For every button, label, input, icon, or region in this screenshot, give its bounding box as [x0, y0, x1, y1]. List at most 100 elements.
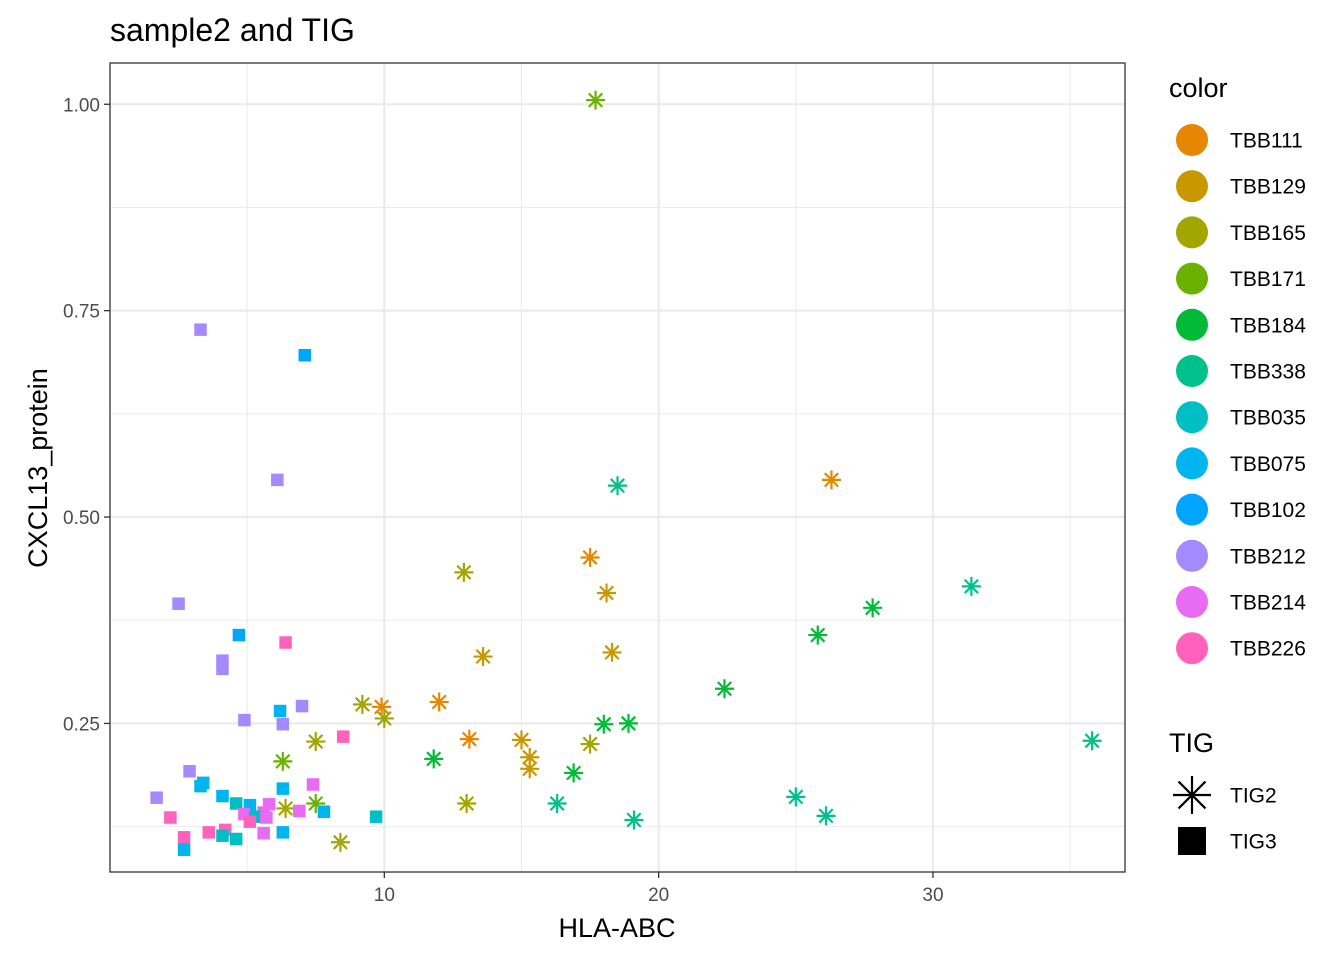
- data-point-TBB226: [243, 815, 257, 828]
- legend-label: TIG3: [1230, 831, 1277, 854]
- legend-key-circle: [1176, 586, 1208, 618]
- legend-label: TBB226: [1230, 638, 1306, 661]
- legend-key-circle: [1176, 447, 1208, 480]
- data-point-TBB102: [298, 348, 312, 362]
- data-point-TBB214: [260, 811, 273, 824]
- data-point-TBB184: [808, 625, 828, 645]
- shape-legend-item: TIG3: [1178, 827, 1277, 855]
- y-tick-label: 1.00: [63, 95, 100, 116]
- data-point-TBB212: [238, 713, 251, 727]
- legend-key-circle: [1176, 308, 1208, 341]
- data-point-TBB075: [276, 782, 290, 795]
- legend-label: TBB165: [1230, 222, 1306, 245]
- legend-key-circle: [1176, 262, 1208, 295]
- data-point-TBB214: [306, 778, 320, 791]
- x-tick-label: 10: [374, 885, 395, 906]
- data-point-TBB035: [216, 829, 229, 842]
- data-point-TBB165: [374, 708, 394, 728]
- data-point-TBB184: [714, 679, 734, 699]
- data-point-TBB226: [336, 730, 350, 743]
- x-axis-title: HLA-ABC: [558, 913, 675, 943]
- data-point-TBB165: [580, 734, 600, 754]
- data-point-TBB165: [276, 798, 296, 818]
- data-point-TBB075: [194, 779, 207, 793]
- data-point-TBB129: [520, 747, 540, 767]
- data-point-TBB214: [293, 804, 306, 818]
- legend: color TBB111 TBB129 TBB165 TBB171 TBB184 TBB33…: [1169, 73, 1306, 855]
- legend-key-circle: [1176, 401, 1208, 434]
- legend-label: TBB111: [1230, 130, 1303, 153]
- data-point-TBB226: [164, 811, 177, 824]
- legend-key-circle: [1176, 632, 1208, 665]
- legend-key-circle: [1176, 355, 1208, 387]
- panel-border: [109, 62, 1126, 873]
- data-point-TBB212: [172, 597, 185, 610]
- data-point-TBB338: [786, 787, 806, 807]
- y-tick-label: 0.75: [63, 302, 100, 323]
- data-point-TBB226: [279, 636, 292, 649]
- data-points: [150, 90, 1102, 856]
- data-point-TBB111: [821, 470, 841, 490]
- data-point-TBB212: [150, 791, 163, 804]
- data-point-TBB111: [459, 729, 479, 749]
- legend-label: TBB212: [1230, 545, 1306, 568]
- legend-label: TBB214: [1230, 592, 1306, 615]
- data-point-TBB212: [276, 717, 290, 731]
- data-point-TBB035: [229, 797, 243, 810]
- legend-label: TBB075: [1230, 453, 1306, 476]
- chart-title: sample2 and TIG: [110, 12, 355, 48]
- legend-key-asterisk: [1173, 776, 1211, 814]
- data-point-TBB226: [202, 826, 216, 839]
- data-point-TBB165: [457, 793, 477, 813]
- data-point-TBB165: [454, 562, 474, 582]
- color-legend-title: color: [1169, 73, 1228, 103]
- shape-legend-item: TIG2: [1173, 776, 1277, 814]
- color-legend-item: TBB035: [1176, 401, 1306, 434]
- color-legend-item: TBB165: [1176, 216, 1306, 249]
- data-point-TBB111: [429, 692, 449, 712]
- data-point-TBB184: [863, 598, 883, 618]
- color-legend-item: TBB212: [1176, 539, 1306, 572]
- panel-background: [110, 63, 1125, 872]
- x-tick-label: 30: [922, 885, 943, 906]
- data-point-TBB102: [232, 628, 246, 642]
- color-legend-item: TBB184: [1176, 308, 1306, 341]
- data-point-TBB184: [564, 763, 584, 783]
- legend-label: TBB102: [1230, 499, 1306, 522]
- data-point-TBB129: [473, 647, 493, 667]
- data-point-TBB035: [229, 832, 243, 846]
- data-point-TBB338: [608, 476, 627, 496]
- legend-label: TBB129: [1230, 176, 1306, 199]
- color-legend-item: TBB111: [1176, 124, 1303, 156]
- data-point-TBB111: [372, 697, 392, 717]
- axes: 10 20 30 0.25 0.50 0.75 1.00: [63, 62, 1126, 906]
- data-point-TBB212: [194, 323, 207, 336]
- plot-panel: [110, 63, 1125, 872]
- data-point-TBB075: [317, 805, 331, 818]
- data-point-TBB212: [271, 473, 284, 487]
- data-point-TBB165: [352, 694, 372, 714]
- data-point-TBB214: [257, 826, 270, 840]
- data-point-TBB184: [594, 714, 614, 734]
- data-point-TBB212: [295, 699, 309, 713]
- color-legend-item: TBB075: [1176, 447, 1306, 480]
- color-legend-item: TBB338: [1176, 355, 1306, 387]
- data-point-TBB338: [1082, 731, 1102, 751]
- data-point-TBB184: [424, 749, 444, 769]
- data-point-TBB129: [602, 642, 622, 662]
- data-point-TBB129: [520, 759, 540, 779]
- data-point-TBB075: [216, 789, 229, 803]
- y-tick-label: 0.25: [63, 714, 100, 735]
- data-point-TBB165: [306, 732, 326, 752]
- legend-label: TIG2: [1230, 785, 1277, 808]
- data-point-TBB171: [273, 751, 293, 771]
- shape-legend-title: TIG: [1169, 728, 1214, 758]
- legend-key-circle: [1176, 539, 1208, 572]
- legend-key-circle: [1176, 170, 1208, 203]
- color-legend-item: TBB102: [1176, 493, 1306, 526]
- data-point-TBB338: [961, 576, 981, 596]
- data-point-TBB165: [330, 832, 350, 852]
- data-point-TBB338: [547, 793, 567, 813]
- x-tick-label: 20: [648, 885, 669, 906]
